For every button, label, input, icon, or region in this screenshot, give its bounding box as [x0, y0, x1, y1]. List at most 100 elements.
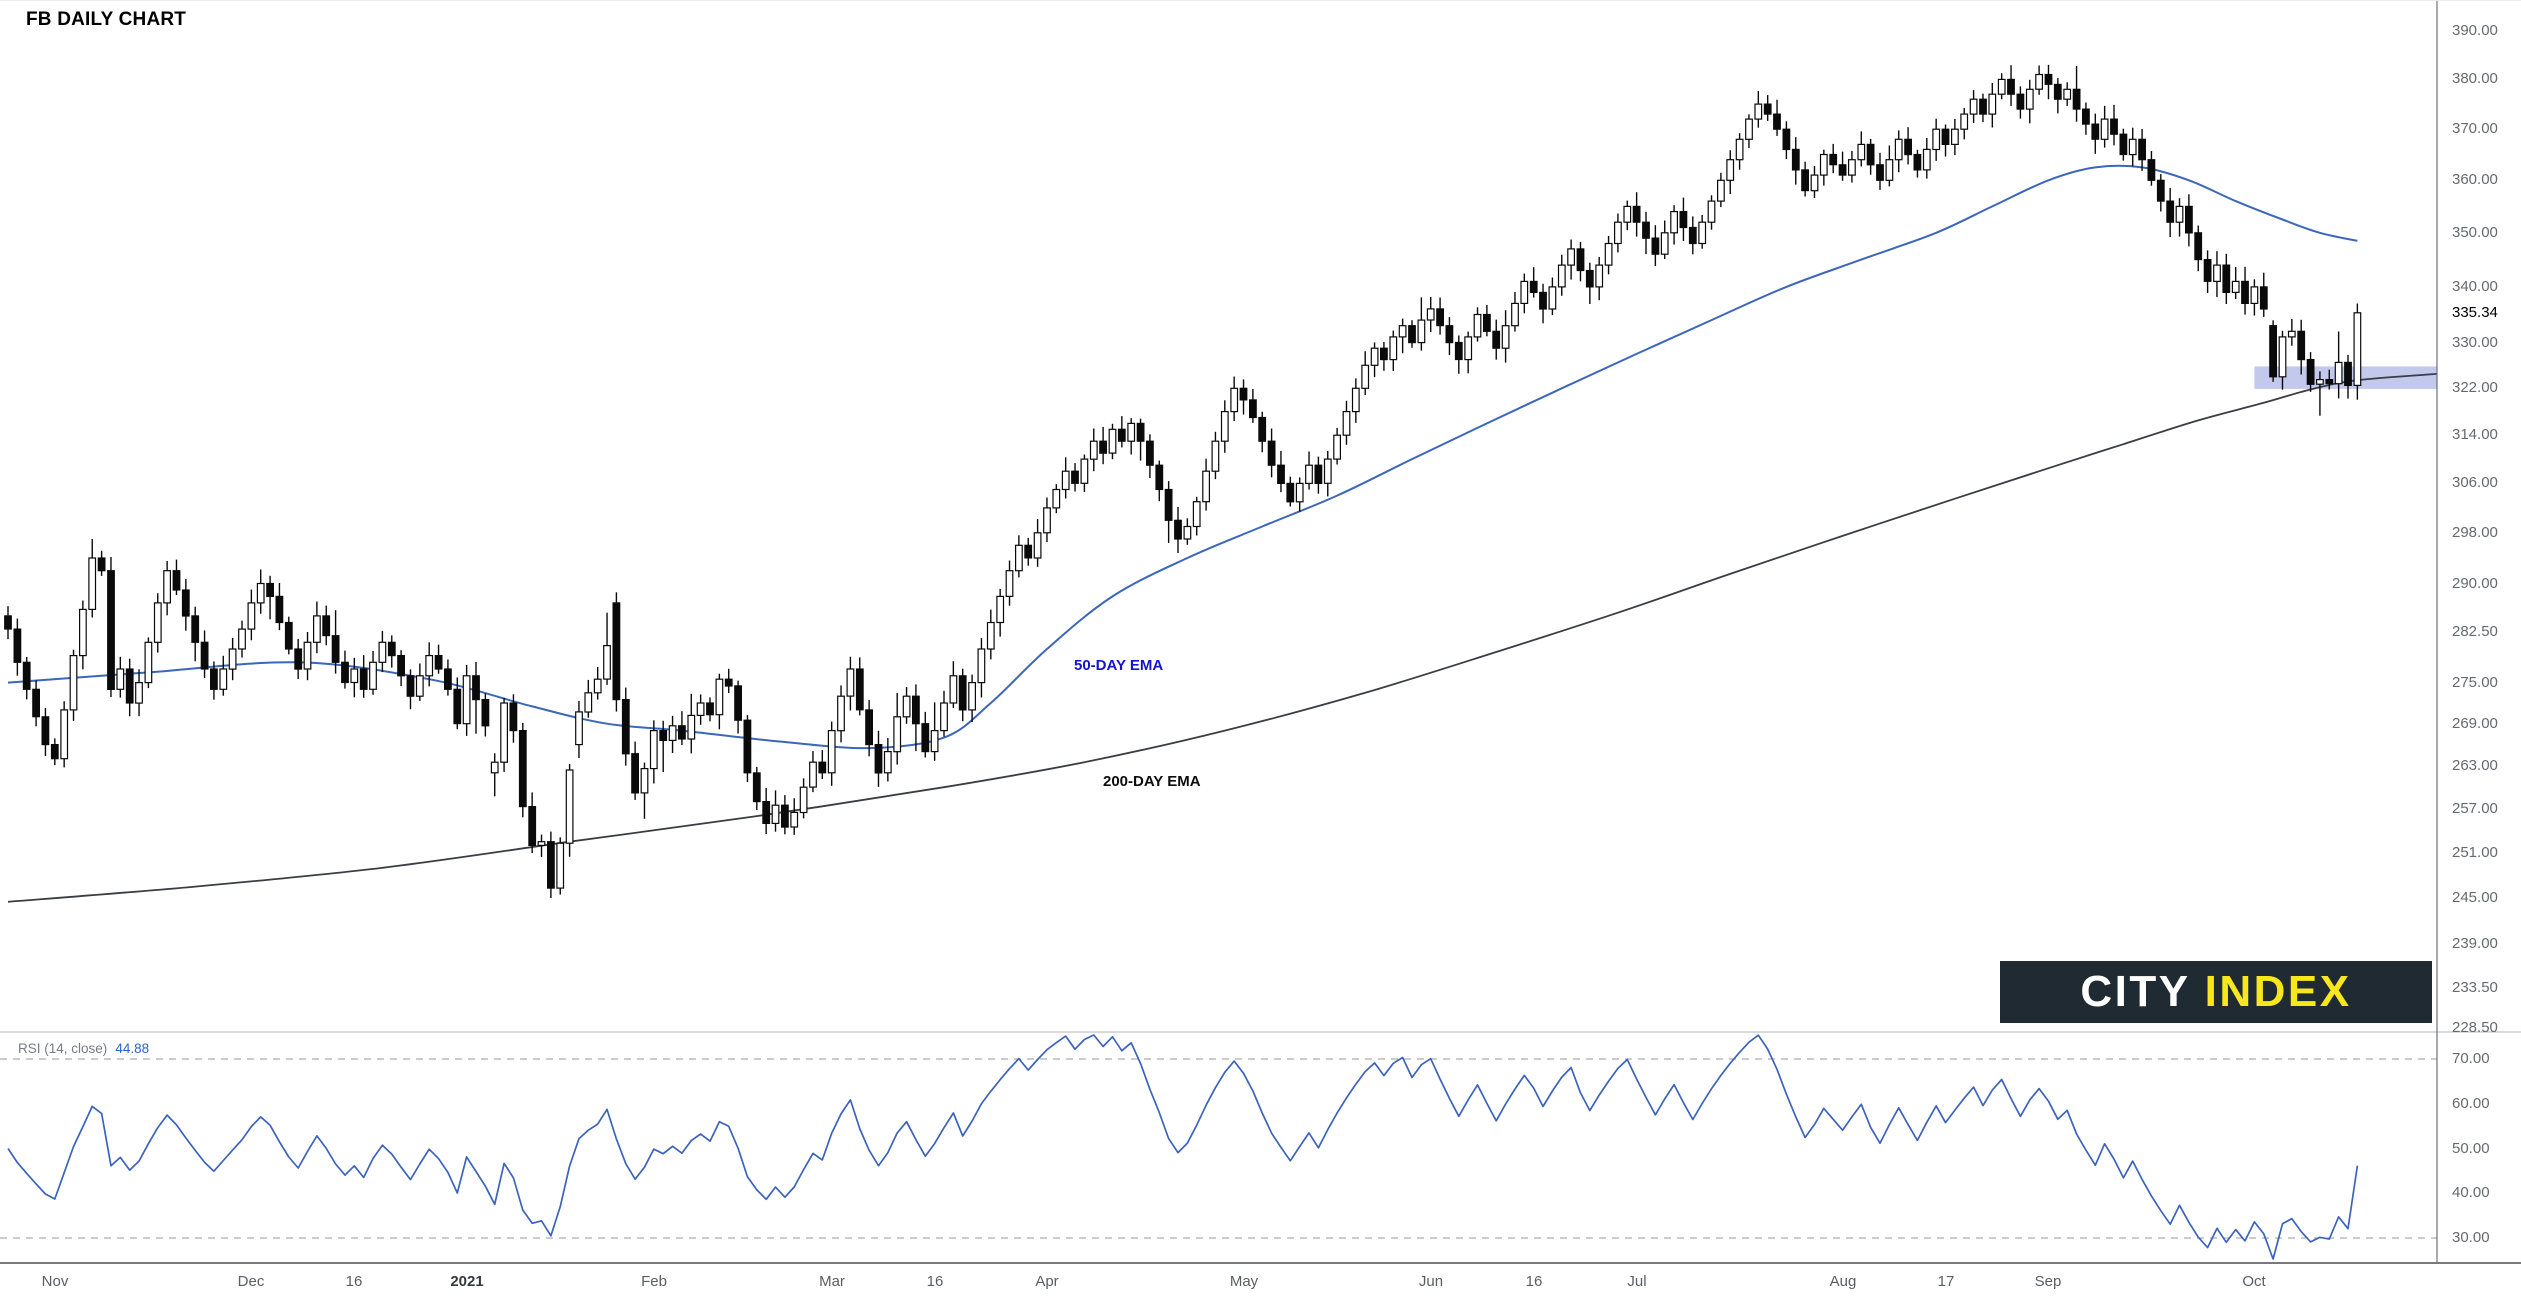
candle-body: [1791, 148, 1800, 171]
candle-body: [2231, 280, 2240, 293]
candle-body: [1894, 138, 1903, 161]
candle-body: [2110, 118, 2118, 135]
brand-watermark: CITY INDEX: [2000, 961, 2432, 1023]
candle-body: [715, 678, 724, 716]
candle-body: [1688, 226, 1697, 245]
candle-body: [1585, 269, 1594, 288]
candle-body: [1866, 143, 1875, 166]
candle-body: [2128, 138, 2137, 156]
ema50-line: [7, 164, 2358, 750]
chart-title: FB DAILY CHART: [26, 9, 187, 30]
candle-body: [940, 702, 948, 732]
candle-body: [2147, 159, 2156, 181]
time-tick-label: 16: [1525, 1273, 1543, 1290]
candle-body: [1192, 501, 1201, 528]
candle-body: [1379, 347, 1388, 361]
candle-body: [2119, 133, 2128, 156]
candle-body: [1997, 78, 2006, 95]
candle-body: [2250, 286, 2259, 304]
candle-body: [2007, 78, 2015, 95]
candle-body: [528, 805, 537, 846]
candle-body: [22, 661, 31, 690]
candle-body: [1351, 387, 1360, 413]
candle-body: [444, 668, 452, 690]
candle-body: [1230, 387, 1239, 413]
candle-body: [2035, 73, 2044, 90]
ema50-label: 50-DAY EMA: [1074, 657, 1164, 674]
candle-body: [818, 761, 827, 774]
candle-body: [219, 668, 228, 690]
rsi-line: [7, 1034, 2359, 1260]
candle-body: [1080, 458, 1089, 484]
candle-body: [1932, 128, 1941, 151]
price-tick-label: 298.00: [2452, 524, 2498, 541]
price-tick-label: 257.00: [2452, 800, 2498, 817]
candle-body: [500, 702, 508, 763]
rsi-indicator-legend[interactable]: RSI (14, close) 44.88: [18, 1041, 149, 1056]
candle-body: [1155, 464, 1164, 491]
candle-body: [453, 688, 462, 725]
brand-index: INDEX: [2204, 967, 2352, 1016]
candle-body: [631, 753, 639, 794]
candle-body: [210, 668, 218, 690]
candle-body: [1099, 440, 1108, 454]
candle-body: [1248, 399, 1257, 419]
price-tick-label: 239.00: [2452, 935, 2498, 952]
candle-body: [780, 804, 789, 828]
candle-body: [2269, 325, 2278, 378]
candle-body: [762, 800, 771, 824]
candle-body: [640, 767, 649, 794]
candle-body: [902, 695, 911, 718]
candle-body: [78, 608, 87, 657]
price-tick-label: 330.00: [2452, 334, 2498, 351]
last-price-label: 335.34: [2438, 300, 2520, 325]
candle-body: [2334, 361, 2343, 385]
candle-body: [593, 678, 602, 694]
candle-body: [350, 668, 359, 684]
candle-body: [968, 681, 976, 711]
candle-body: [509, 702, 518, 732]
candle-body: [135, 681, 143, 704]
candle-body: [60, 709, 69, 760]
candle-body: [2063, 88, 2072, 100]
candle-body: [1576, 248, 1585, 272]
time-tick-label: Oct: [2242, 1273, 2266, 1290]
candle-body: [1417, 319, 1426, 344]
candle-body: [1567, 248, 1576, 266]
candle-body: [331, 635, 340, 663]
candle-body: [163, 570, 172, 604]
candle-body: [603, 644, 611, 680]
rsi-params: (14, close): [44, 1041, 108, 1056]
time-tick-label: Feb: [641, 1273, 667, 1290]
candle-body: [1651, 237, 1660, 255]
candle-body: [1876, 164, 1884, 181]
candle-body: [1829, 153, 1838, 166]
candle-body: [378, 641, 387, 663]
candle-body: [855, 668, 864, 711]
chart-canvas[interactable]: [0, 1, 2521, 1264]
candle-body: [874, 743, 883, 774]
candle-body: [1679, 211, 1688, 229]
time-tick-label: Nov: [41, 1273, 69, 1290]
time-tick-label: May: [1229, 1273, 1259, 1290]
candle-body: [1033, 532, 1042, 559]
price-tick-label: 251.00: [2452, 844, 2498, 861]
candle-body: [1632, 205, 1641, 223]
candle-body: [1183, 525, 1192, 540]
candle-body: [1426, 308, 1435, 321]
candle-body: [1117, 428, 1126, 442]
candle-body: [1511, 302, 1519, 327]
candle-body: [303, 641, 312, 670]
candle-body: [724, 678, 733, 687]
price-tick-label: 340.00: [2452, 278, 2498, 295]
time-tick-label: Aug: [1829, 1273, 1857, 1290]
candle-body: [1436, 308, 1445, 327]
price-tick-label: 282.50: [2452, 623, 2498, 640]
candle-body: [1052, 488, 1061, 509]
price-tick-label: 290.00: [2452, 575, 2498, 592]
candle-body: [1145, 440, 1154, 466]
candle-body: [172, 570, 181, 591]
candle-body: [1988, 93, 1997, 115]
time-tick-label: 16: [926, 1273, 944, 1290]
